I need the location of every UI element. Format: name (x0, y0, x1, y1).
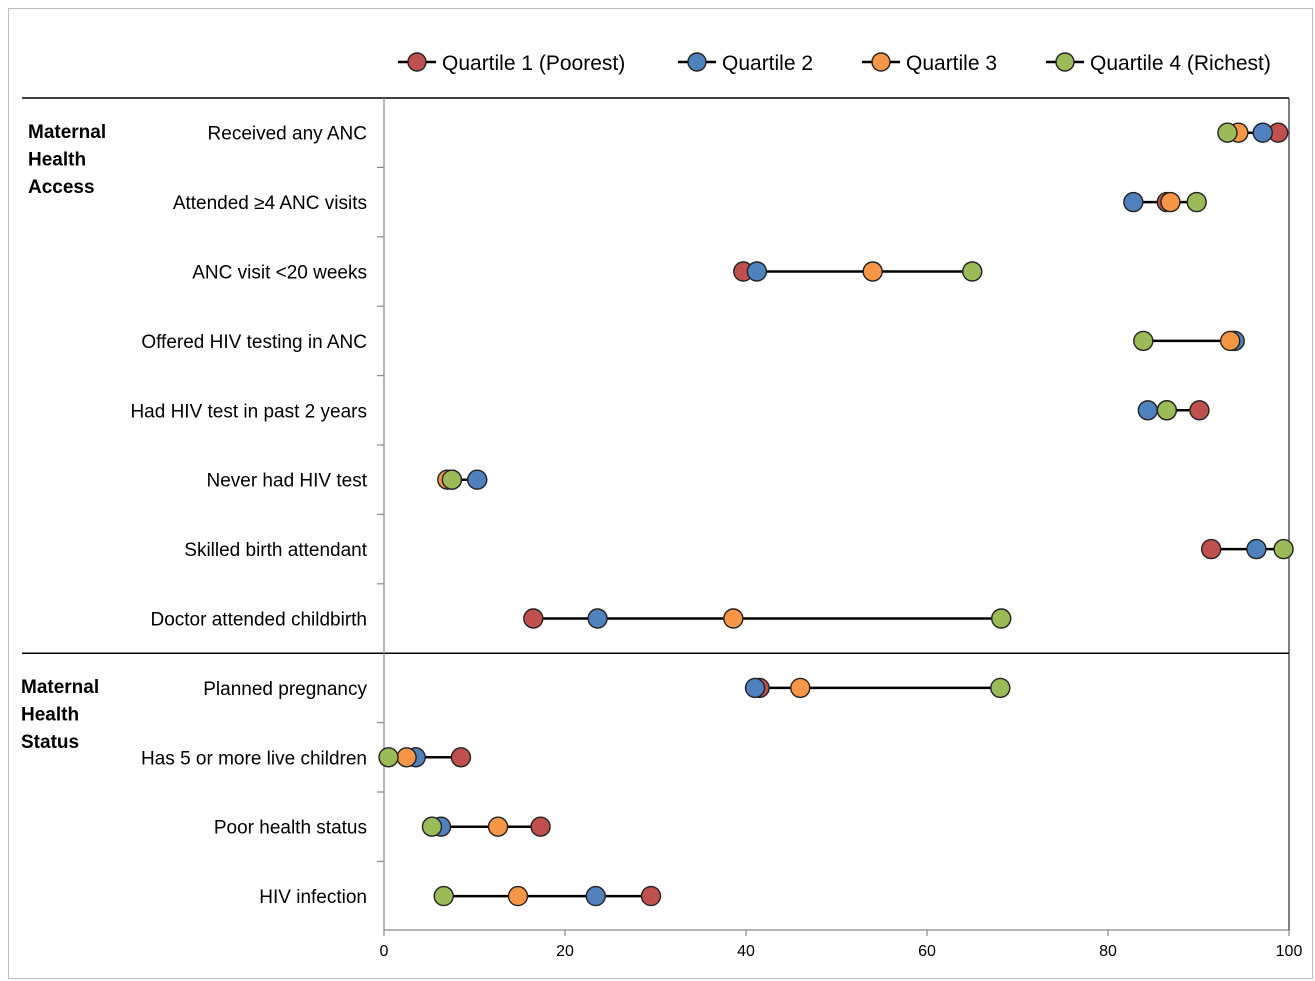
x-tick-label: 0 (380, 943, 389, 960)
x-tick-label: 40 (737, 943, 755, 960)
point-q1 (530, 816, 551, 837)
x-tick-label: 80 (1099, 943, 1117, 960)
point-q3 (862, 261, 883, 282)
point-q2 (744, 677, 766, 699)
group-title-1: Access (28, 177, 95, 198)
row-label: Never had HIV test (206, 471, 367, 492)
row-label: Had HIV test in past 2 years (130, 401, 367, 422)
point-q4 (962, 261, 983, 282)
row-label: Has 5 or more live children (141, 748, 367, 769)
legend-marker-q4 (1055, 52, 1075, 72)
row-label: Poor health status (214, 818, 367, 839)
point-q4 (378, 747, 399, 768)
point-q1 (640, 885, 662, 907)
x-tick-label: 20 (556, 943, 574, 960)
row-label: Attended ≥4 ANC visits (173, 193, 367, 214)
point-q4 (1217, 122, 1238, 143)
group-title-1: Health (28, 150, 86, 171)
point-q4 (1273, 538, 1294, 560)
legend-label: Quartile 4 (Richest) (1090, 52, 1271, 75)
point-q1 (523, 608, 544, 629)
point-q4 (441, 469, 463, 490)
group-title-2: Health (21, 705, 79, 726)
point-q1 (1189, 400, 1210, 421)
row-label: ANC visit <20 weeks (192, 263, 367, 284)
point-q2 (1252, 122, 1273, 143)
point-q2 (1246, 538, 1267, 560)
point-q1 (450, 747, 472, 768)
point-q2 (587, 608, 608, 629)
group-title-2: Maternal (21, 677, 99, 698)
point-q2 (1123, 191, 1144, 213)
point-q3 (790, 677, 811, 699)
chart-frame (8, 8, 1313, 979)
point-q3 (396, 747, 417, 768)
row-label: Skilled birth attendant (184, 540, 367, 561)
legend-label: Quartile 2 (722, 52, 813, 75)
legend-marker-q1 (407, 52, 427, 72)
point-q3 (723, 608, 744, 629)
point-q1 (1200, 538, 1222, 560)
point-q4 (421, 816, 443, 837)
row-label: Offered HIV testing in ANC (141, 332, 367, 353)
x-tick-label: 60 (918, 943, 936, 960)
group-title-2: Status (21, 732, 79, 753)
point-q3 (487, 816, 509, 837)
x-tick-label: 100 (1276, 943, 1303, 960)
row-label: HIV infection (259, 887, 367, 908)
point-q4 (1156, 400, 1178, 421)
point-q3 (1160, 191, 1181, 213)
row-label: Doctor attended childbirth (150, 610, 367, 631)
row-label: Planned pregnancy (203, 679, 367, 700)
point-q2 (746, 261, 768, 282)
point-q2 (585, 885, 606, 907)
point-q2 (1137, 400, 1159, 421)
point-q4 (1186, 191, 1207, 213)
group-title-1: Maternal (28, 122, 106, 143)
legend-marker-q2 (687, 52, 707, 72)
legend-label: Quartile 1 (Poorest) (442, 52, 625, 75)
row-label: Received any ANC (208, 124, 367, 145)
legend-label: Quartile 3 (906, 52, 997, 75)
point-q4 (991, 608, 1012, 629)
point-q4 (990, 677, 1011, 699)
point-q4 (433, 885, 454, 907)
point-q2 (467, 469, 488, 490)
point-q3 (1219, 330, 1241, 352)
legend-marker-q3 (871, 52, 891, 72)
point-q4 (1133, 330, 1154, 352)
point-q3 (507, 885, 529, 907)
